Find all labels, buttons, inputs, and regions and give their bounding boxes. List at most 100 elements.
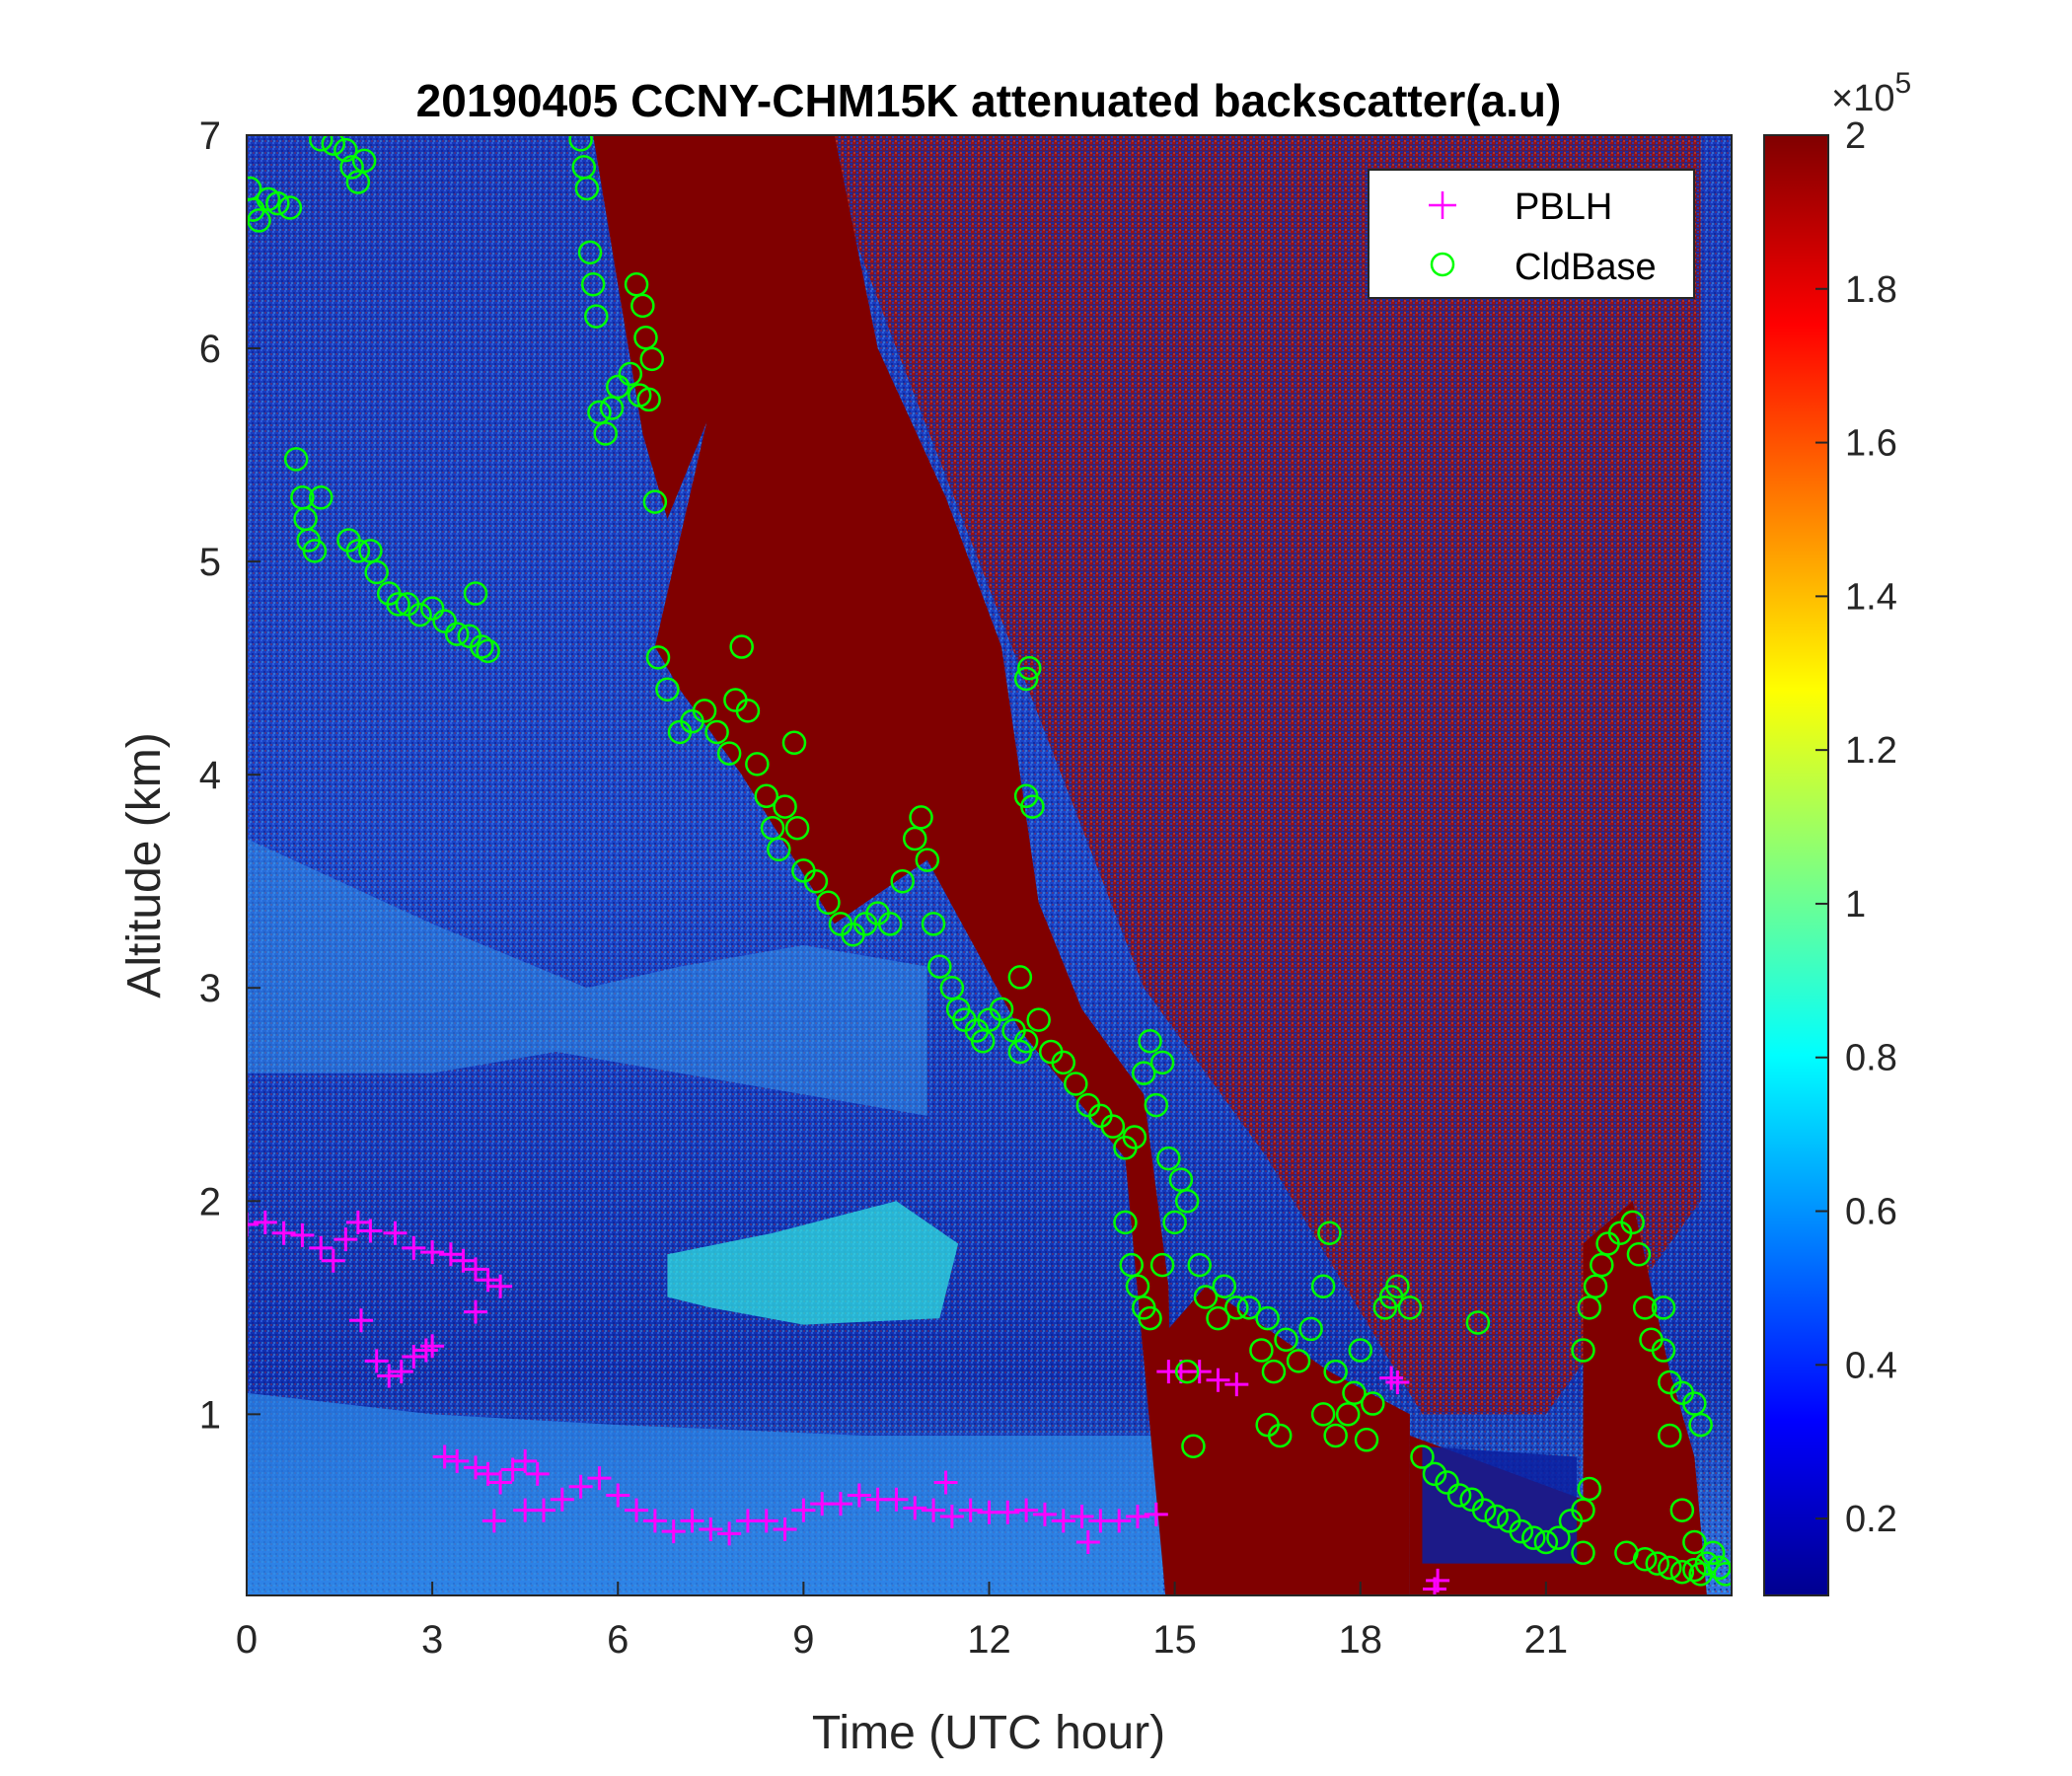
cldbase-point-195 — [1669, 1498, 1695, 1522]
pblh-point-68 — [1144, 1502, 1168, 1526]
cldbase-point-119 — [1174, 1189, 1200, 1214]
cldbase-point-177 — [1651, 1338, 1676, 1363]
pblh-point-56 — [922, 1498, 946, 1522]
cldbase-point-124 — [1224, 1295, 1249, 1320]
field-residual-layer — [667, 1201, 959, 1325]
pblh-point-57 — [939, 1505, 964, 1529]
cldbase-point-150 — [1410, 1444, 1435, 1469]
pblh-point-10 — [364, 1349, 389, 1373]
cldbase-point-61 — [745, 752, 770, 777]
pblh-point-11 — [377, 1364, 402, 1388]
pblh-point-44 — [699, 1517, 723, 1542]
cldbase-point-138 — [1323, 1359, 1348, 1384]
x-tick-label-0: 0 — [236, 1618, 258, 1662]
colorbar: 0.2 0.4 0.6 0.8 1 1.2 1.4 1.6 1.8 2 ×105 — [1763, 67, 1911, 1596]
cldbase-point-50 — [642, 489, 668, 514]
pblh-point-55 — [903, 1496, 927, 1520]
cldbase-point-76 — [903, 826, 927, 851]
cldbase-point-2 — [247, 208, 271, 233]
colorbar-tick-label-1.2: 1.2 — [1845, 730, 1897, 772]
pblh-point-24 — [464, 1299, 488, 1324]
pblh-point-35 — [532, 1498, 555, 1522]
cldbase-point-78 — [915, 848, 940, 872]
pblh-point-79 — [1426, 1568, 1450, 1592]
pblh-point-64 — [1070, 1505, 1094, 1529]
pblh-point-14 — [413, 1338, 438, 1363]
cldbase-point-107 — [1138, 1028, 1162, 1054]
cldbase-point-92 — [1026, 1007, 1051, 1032]
cldbase-point-5 — [277, 195, 303, 220]
cldbase-point-49 — [639, 346, 664, 372]
cldbase-point-141 — [1335, 1402, 1361, 1427]
cldbase-point-28 — [444, 622, 470, 646]
cldbase-point-185 — [1645, 1551, 1669, 1576]
cldbase-point-51 — [645, 645, 671, 670]
cldbase-point-156 — [1484, 1504, 1509, 1529]
cldbase-point-93 — [1007, 965, 1033, 990]
pblh-point-25 — [432, 1444, 457, 1469]
pblh-point-49 — [791, 1498, 816, 1522]
pblh-point-30 — [500, 1457, 525, 1482]
colorbar-tick-label-1.6: 1.6 — [1845, 423, 1897, 465]
pblh-point-70 — [933, 1470, 958, 1495]
cldbase-point-142 — [1342, 1380, 1367, 1405]
pblh-point-76 — [1379, 1366, 1404, 1390]
cldbase-point-187 — [1669, 1559, 1695, 1585]
pblh-point-63 — [1051, 1509, 1075, 1533]
cldbase-point-122 — [1206, 1305, 1230, 1331]
cldbase-point-100 — [1064, 1072, 1088, 1096]
colorbar-tick-label-1.8: 1.8 — [1845, 269, 1897, 311]
cldbase-point-169 — [1583, 1274, 1608, 1298]
field-cloud-descending — [654, 135, 1175, 1595]
x-axis: 0 3 6 9 12 15 18 21 — [236, 1582, 1568, 1662]
colorbar-tick-label-2: 2 — [1845, 115, 1866, 157]
legend-marker-pblh — [1429, 191, 1456, 219]
cldbase-point-64 — [767, 837, 791, 862]
pblh-point-36 — [550, 1487, 574, 1512]
y-tick-label-7: 7 — [199, 114, 221, 158]
cldbase-point-6 — [309, 135, 333, 152]
x-tick-label-12: 12 — [967, 1618, 1011, 1662]
pblh-point-3 — [290, 1222, 315, 1247]
pblh-point-29 — [488, 1470, 513, 1495]
cldbase-point-184 — [1632, 1547, 1658, 1572]
cldbase-point-133 — [1267, 1423, 1293, 1448]
cldbase-point-173 — [1620, 1210, 1645, 1235]
cldbase-point-175 — [1632, 1295, 1658, 1320]
cldbase-point-10 — [345, 170, 371, 194]
pblh-point-5 — [321, 1248, 345, 1273]
chart-title: 20190405 CCNY-CHM15K attenuated backscat… — [416, 75, 1562, 126]
y-tick-label-5: 5 — [199, 541, 221, 584]
pblh-point-9 — [349, 1308, 374, 1333]
pblh-point-66 — [1107, 1509, 1132, 1533]
pblh-point-61 — [1014, 1498, 1039, 1522]
cldbase-point-120 — [1187, 1252, 1212, 1278]
cldbase-point-167 — [1571, 1338, 1595, 1363]
cldbase-point-128 — [1174, 1359, 1200, 1384]
cldbase-point-125 — [1236, 1295, 1262, 1320]
legend-entry-cldbase: CldBase — [1430, 247, 1657, 288]
cldbase-point-196 — [1651, 1295, 1676, 1320]
cldbase-point-19 — [345, 539, 371, 563]
pblh-point-73 — [1187, 1360, 1212, 1384]
cldbase-point-74 — [877, 912, 903, 936]
cldbase-point-97 — [1020, 794, 1045, 819]
cldbase-point-11 — [351, 148, 377, 174]
cldbase-point-43 — [618, 361, 643, 387]
pblh-point-69 — [1075, 1529, 1100, 1554]
cldbase-point-32 — [476, 638, 500, 664]
cldbase-point-41 — [599, 396, 625, 420]
cldbase-point-139 — [1310, 1402, 1336, 1427]
cldbase-point-110 — [1156, 1146, 1181, 1171]
pblh-point-12 — [389, 1360, 413, 1384]
cldbase-point-170 — [1590, 1252, 1614, 1278]
cldbase-point-65 — [773, 794, 797, 819]
y-tick-label-2: 2 — [199, 1180, 221, 1223]
x-tick-label-18: 18 — [1339, 1618, 1383, 1662]
cldbase-point-130 — [1261, 1359, 1287, 1384]
cldbase-point-144 — [1354, 1428, 1379, 1452]
pblh-point-23 — [488, 1274, 513, 1298]
cldbase-point-23 — [386, 592, 410, 617]
pblh-point-4 — [309, 1235, 333, 1260]
